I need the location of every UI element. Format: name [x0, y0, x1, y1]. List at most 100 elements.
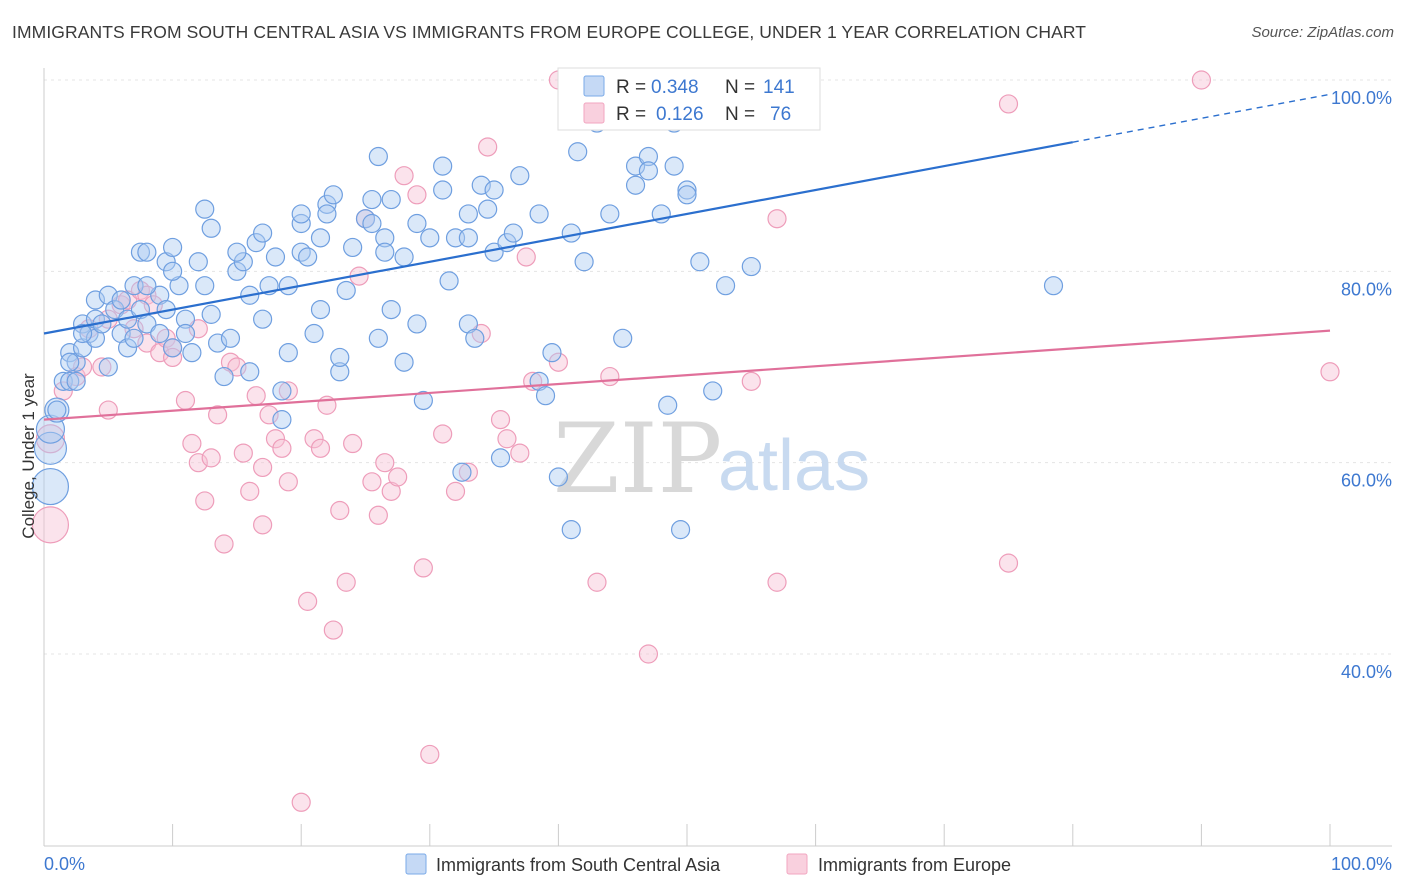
europe-point-55: [388, 467, 408, 487]
south-central-asia-point-51: [246, 233, 266, 253]
europe-point-23: [188, 453, 208, 473]
y-tick-label-0: 100.0%: [1331, 88, 1392, 108]
south-central-asia-point-88: [433, 156, 453, 176]
europe-point-53: [375, 453, 395, 473]
series-south-central-asia-points: [31, 113, 1064, 540]
south-central-asia-point-99: [490, 448, 511, 468]
south-central-asia-point-16: [98, 285, 118, 305]
europe-point-42: [304, 429, 324, 449]
south-central-asia-point-26: [130, 242, 151, 262]
south-central-asia-point-102: [510, 166, 530, 186]
europe-point-80: [998, 553, 1019, 573]
europe-point-27: [214, 534, 234, 554]
south-central-asia-point-59: [278, 276, 298, 296]
south-central-asia-point-118: [638, 161, 659, 181]
south-central-asia-point-138: [381, 300, 401, 320]
south-central-asia-point-67: [323, 185, 343, 205]
south-central-asia-point-53: [253, 309, 273, 329]
south-central-asia-point-69: [330, 362, 350, 382]
south-central-asia-point-139: [458, 204, 478, 224]
south-central-asia-point-114: [613, 328, 633, 348]
europe-point-52: [368, 505, 388, 525]
y-tick-labels: 100.0% 80.0% 60.0% 40.0%: [1331, 88, 1392, 682]
south-central-asia-point-71: [336, 280, 356, 301]
south-central-asia-point-45: [214, 366, 234, 387]
south-central-asia-point-107: [548, 467, 569, 487]
south-central-asia-point-124: [677, 180, 697, 200]
europe-point-56: [394, 166, 414, 186]
europe-point-67: [510, 443, 530, 463]
south-central-asia-point-116: [625, 175, 646, 195]
south-central-asia-point-57: [272, 410, 292, 430]
south-central-asia-point-93: [458, 228, 478, 248]
south-central-asia-point-126: [690, 252, 710, 272]
europe-point-58: [413, 558, 433, 578]
x-tick-label-max: 100.0%: [1331, 854, 1392, 874]
south-central-asia-point-36: [175, 309, 196, 329]
south-central-asia-point-35: [169, 276, 189, 296]
europe-point-62: [458, 462, 478, 482]
europe-point-57: [407, 185, 427, 205]
south-central-asia-point-74: [362, 213, 382, 234]
watermark-zip: ZIP: [553, 403, 722, 515]
south-central-asia-point-105: [535, 386, 556, 406]
south-central-asia-point-22: [117, 338, 138, 358]
legend-n-value-blue: 141: [763, 77, 795, 98]
series-europe-points: [31, 70, 1340, 812]
europe-point-41: [298, 591, 318, 611]
south-central-asia-point-106: [542, 343, 562, 363]
south-central-asia-point-103: [529, 204, 549, 224]
legend-r-label-pink: R =: [616, 104, 646, 125]
south-central-asia-point-89: [439, 271, 459, 291]
trend-line-south-central-asia: [43, 141, 1074, 335]
south-central-asia-point-47: [227, 261, 247, 281]
south-central-asia-point-20: [111, 323, 131, 344]
europe-point-68: [516, 247, 536, 267]
south-central-asia-point-87: [433, 180, 453, 200]
south-central-asia-point-37: [175, 323, 196, 344]
europe-point-39: [278, 381, 298, 401]
europe-point-1: [35, 424, 66, 454]
south-central-asia-point-44: [208, 333, 228, 353]
europe-point-32: [246, 386, 266, 406]
south-central-asia-point-30: [150, 323, 170, 344]
south-central-asia-point-34: [163, 237, 183, 258]
south-central-asia-point-58: [278, 343, 298, 363]
series-legend: Immigrants from South Central Asia Immig…: [405, 853, 1011, 875]
south-central-asia-point-127: [703, 381, 723, 401]
south-central-asia-point-81: [394, 247, 414, 267]
south-central-asia-point-17: [98, 357, 118, 377]
south-central-asia-point-113: [600, 204, 620, 224]
south-central-asia-point-56: [272, 381, 292, 401]
bottom-legend-label-blue: Immigrants from South Central Asia: [436, 855, 721, 875]
europe-point-14: [137, 333, 157, 353]
legend-n-label-blue: N =: [725, 77, 755, 98]
europe-point-78: [767, 209, 787, 229]
south-central-asia-point-55: [265, 247, 286, 267]
stats-legend: R = 0.348 N = 141 R = 0.126 N = 76: [557, 67, 821, 131]
south-central-asia-point-84: [407, 213, 427, 234]
europe-point-20: [175, 390, 196, 411]
europe-point-40: [291, 792, 311, 812]
axes: [43, 68, 1392, 847]
south-central-asia-point-134: [137, 276, 157, 296]
south-central-asia-point-125: [677, 185, 697, 205]
source-label: Source: ZipAtlas.com: [1251, 24, 1394, 41]
south-central-asia-point-43: [201, 218, 221, 238]
europe-point-72: [587, 572, 607, 592]
south-central-asia-point-133: [72, 323, 93, 344]
south-central-asia-point-128: [715, 276, 736, 296]
trend-line-europe: [43, 329, 1331, 421]
europe-point-0: [31, 506, 70, 544]
europe-point-59: [420, 744, 440, 765]
south-central-asia-point-115: [625, 156, 646, 176]
south-central-asia-point-28: [137, 242, 157, 262]
south-central-asia-point-132: [60, 352, 80, 372]
south-central-asia-point-63: [304, 323, 324, 344]
south-central-asia-point-41: [195, 276, 215, 296]
south-central-asia-point-136: [227, 242, 247, 262]
south-central-asia-point-9: [72, 338, 93, 358]
europe-point-81: [1191, 70, 1212, 90]
europe-point-31: [240, 481, 260, 501]
